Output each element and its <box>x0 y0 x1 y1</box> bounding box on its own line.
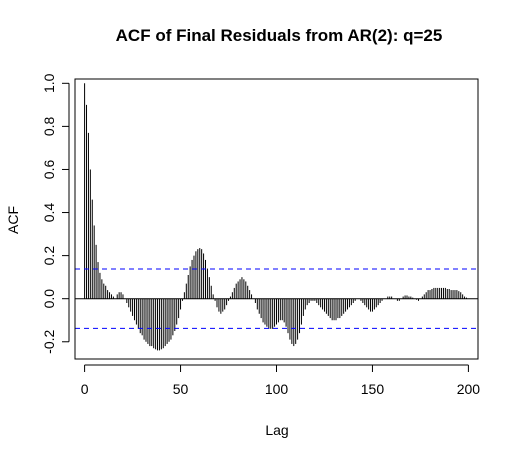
x-axis-label: Lag <box>265 422 288 438</box>
x-axis: 0 50 100 150 200 <box>81 364 481 397</box>
x-tick-label: 50 <box>173 381 189 397</box>
y-tick-label: -0.2 <box>41 329 57 353</box>
x-tick-label: 200 <box>457 381 481 397</box>
x-tick-label: 150 <box>361 381 385 397</box>
confidence-bounds <box>75 268 478 329</box>
y-tick-label: 0.0 <box>41 289 57 309</box>
y-axis: -0.2 0.0 0.2 0.4 0.6 0.8 1.0 <box>41 73 70 354</box>
x-tick-label: 100 <box>265 381 289 397</box>
acf-bars <box>84 83 467 351</box>
x-tick-label: 0 <box>81 381 89 397</box>
plot-area-border <box>74 78 479 360</box>
y-tick-label: 0.6 <box>41 160 57 180</box>
y-axis-label: ACF <box>5 206 21 234</box>
y-tick-label: 0.8 <box>41 116 57 136</box>
y-tick-label: 0.4 <box>41 203 57 223</box>
y-tick-label: 1.0 <box>41 73 57 93</box>
chart-title: ACF of Final Residuals from AR(2): q=25 <box>116 26 443 45</box>
y-tick-label: 0.2 <box>41 246 57 266</box>
